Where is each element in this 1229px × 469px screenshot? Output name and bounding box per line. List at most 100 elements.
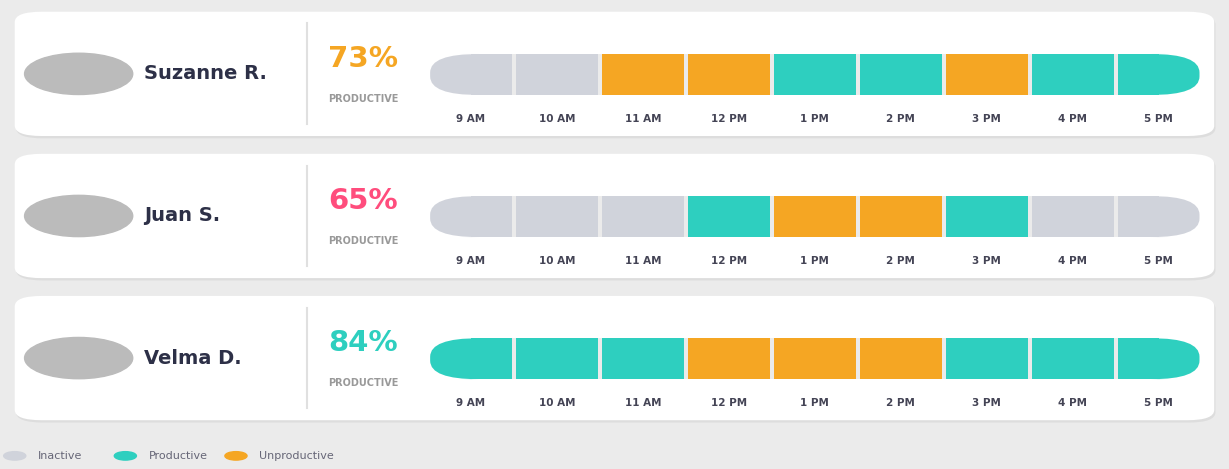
- Bar: [946, 54, 1027, 95]
- Text: Inactive: Inactive: [38, 451, 82, 461]
- FancyBboxPatch shape: [430, 338, 511, 379]
- Bar: [769, 338, 774, 379]
- FancyBboxPatch shape: [15, 296, 1214, 420]
- Text: 5 PM: 5 PM: [1144, 113, 1174, 124]
- Bar: [1118, 196, 1159, 237]
- Text: 10 AM: 10 AM: [538, 398, 575, 408]
- Bar: [1032, 338, 1113, 379]
- Bar: [471, 196, 511, 237]
- Bar: [471, 338, 511, 379]
- Bar: [597, 196, 602, 237]
- FancyBboxPatch shape: [430, 54, 511, 95]
- Circle shape: [225, 452, 247, 460]
- Bar: [941, 54, 946, 95]
- Bar: [1032, 54, 1113, 95]
- Text: 10 AM: 10 AM: [538, 113, 575, 124]
- Bar: [946, 338, 1027, 379]
- FancyBboxPatch shape: [1118, 54, 1200, 95]
- Text: Juan S.: Juan S.: [144, 206, 220, 226]
- Text: Suzanne R.: Suzanne R.: [144, 64, 267, 83]
- Bar: [769, 54, 774, 95]
- Bar: [769, 196, 774, 237]
- Text: 1 PM: 1 PM: [800, 113, 830, 124]
- FancyBboxPatch shape: [1118, 338, 1200, 379]
- Bar: [941, 338, 946, 379]
- Text: 11 AM: 11 AM: [624, 113, 661, 124]
- Bar: [855, 338, 860, 379]
- Bar: [602, 338, 683, 379]
- Text: 4 PM: 4 PM: [1058, 398, 1088, 408]
- Bar: [1032, 196, 1113, 237]
- Bar: [774, 54, 855, 95]
- Text: PRODUCTIVE: PRODUCTIVE: [328, 236, 398, 246]
- Bar: [860, 338, 941, 379]
- Bar: [860, 196, 941, 237]
- Bar: [855, 54, 860, 95]
- Bar: [774, 338, 855, 379]
- Bar: [471, 54, 511, 95]
- Bar: [516, 54, 597, 95]
- Text: PRODUCTIVE: PRODUCTIVE: [328, 94, 398, 104]
- Bar: [1113, 338, 1118, 379]
- Bar: [511, 54, 516, 95]
- Bar: [511, 338, 516, 379]
- Bar: [1027, 338, 1032, 379]
- FancyBboxPatch shape: [16, 298, 1215, 423]
- Text: 12 PM: 12 PM: [710, 398, 747, 408]
- Bar: [511, 196, 516, 237]
- Bar: [683, 54, 688, 95]
- Circle shape: [114, 452, 136, 460]
- Bar: [683, 338, 688, 379]
- Bar: [1027, 54, 1032, 95]
- Text: 2 PM: 2 PM: [886, 256, 916, 266]
- Text: 5 PM: 5 PM: [1144, 256, 1174, 266]
- Bar: [774, 196, 855, 237]
- Text: 1 PM: 1 PM: [800, 256, 830, 266]
- Bar: [688, 54, 769, 95]
- Text: Unproductive: Unproductive: [259, 451, 334, 461]
- Bar: [1027, 196, 1032, 237]
- FancyBboxPatch shape: [15, 154, 1214, 278]
- Text: 4 PM: 4 PM: [1058, 256, 1088, 266]
- Bar: [597, 338, 602, 379]
- FancyBboxPatch shape: [430, 196, 511, 237]
- Bar: [516, 338, 597, 379]
- Text: PRODUCTIVE: PRODUCTIVE: [328, 378, 398, 388]
- Bar: [516, 196, 597, 237]
- Circle shape: [4, 452, 26, 460]
- Bar: [602, 196, 683, 237]
- Bar: [597, 54, 602, 95]
- Bar: [688, 338, 769, 379]
- Bar: [941, 196, 946, 237]
- Text: 11 AM: 11 AM: [624, 256, 661, 266]
- Bar: [855, 196, 860, 237]
- Bar: [860, 54, 941, 95]
- Bar: [1113, 196, 1118, 237]
- Bar: [688, 196, 769, 237]
- Circle shape: [25, 53, 133, 95]
- Circle shape: [25, 338, 133, 379]
- Text: 5 PM: 5 PM: [1144, 398, 1174, 408]
- Text: Velma D.: Velma D.: [144, 348, 241, 368]
- FancyBboxPatch shape: [16, 14, 1215, 138]
- Text: 9 AM: 9 AM: [456, 256, 485, 266]
- Text: 1 PM: 1 PM: [800, 398, 830, 408]
- Text: 73%: 73%: [328, 45, 398, 73]
- Bar: [1118, 338, 1159, 379]
- Text: 2 PM: 2 PM: [886, 113, 916, 124]
- Bar: [1118, 54, 1159, 95]
- Text: 9 AM: 9 AM: [456, 398, 485, 408]
- Text: 84%: 84%: [328, 329, 398, 357]
- FancyBboxPatch shape: [16, 156, 1215, 280]
- Text: 9 AM: 9 AM: [456, 113, 485, 124]
- Text: 4 PM: 4 PM: [1058, 113, 1088, 124]
- Text: 10 AM: 10 AM: [538, 256, 575, 266]
- Circle shape: [25, 196, 133, 237]
- Bar: [946, 196, 1027, 237]
- Text: 3 PM: 3 PM: [972, 398, 1002, 408]
- Bar: [602, 54, 683, 95]
- Text: 11 AM: 11 AM: [624, 398, 661, 408]
- Bar: [683, 196, 688, 237]
- Text: 12 PM: 12 PM: [710, 256, 747, 266]
- Bar: [1113, 54, 1118, 95]
